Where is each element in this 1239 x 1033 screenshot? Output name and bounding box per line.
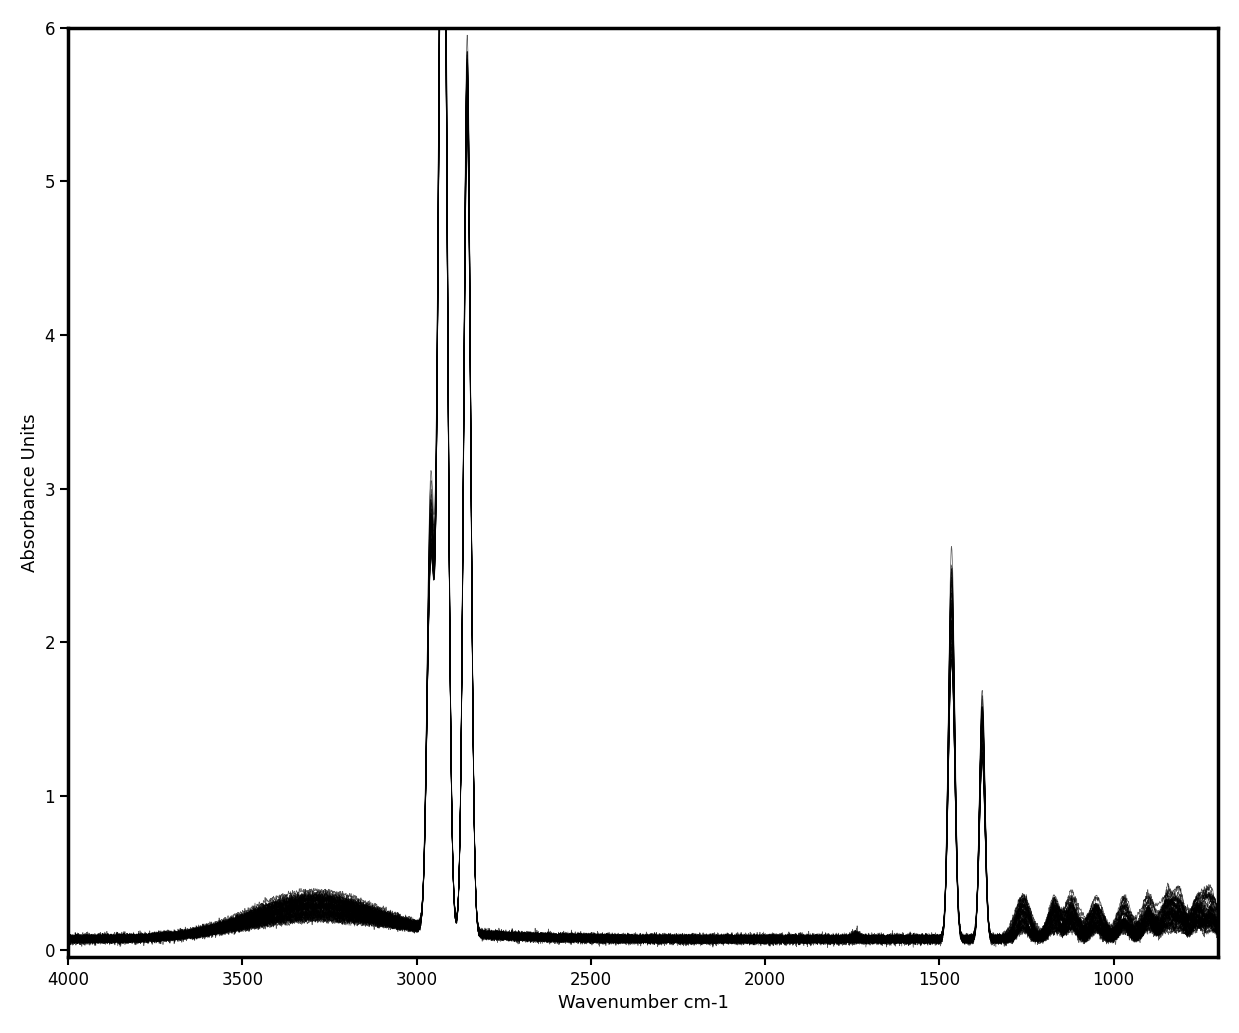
Y-axis label: Absorbance Units: Absorbance Units — [21, 413, 38, 572]
X-axis label: Wavenumber cm-1: Wavenumber cm-1 — [558, 994, 729, 1012]
